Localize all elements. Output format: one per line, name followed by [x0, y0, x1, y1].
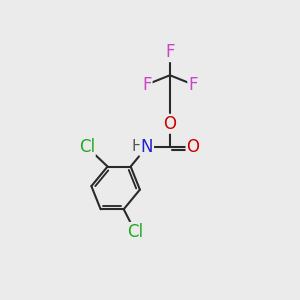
Text: F: F	[165, 43, 175, 61]
Text: Cl: Cl	[79, 138, 95, 156]
Text: Cl: Cl	[127, 223, 143, 241]
Text: O: O	[187, 138, 200, 156]
Text: F: F	[188, 76, 198, 94]
Text: F: F	[142, 76, 152, 94]
Text: O: O	[164, 115, 176, 133]
Text: N: N	[141, 138, 153, 156]
Text: H: H	[132, 140, 143, 154]
